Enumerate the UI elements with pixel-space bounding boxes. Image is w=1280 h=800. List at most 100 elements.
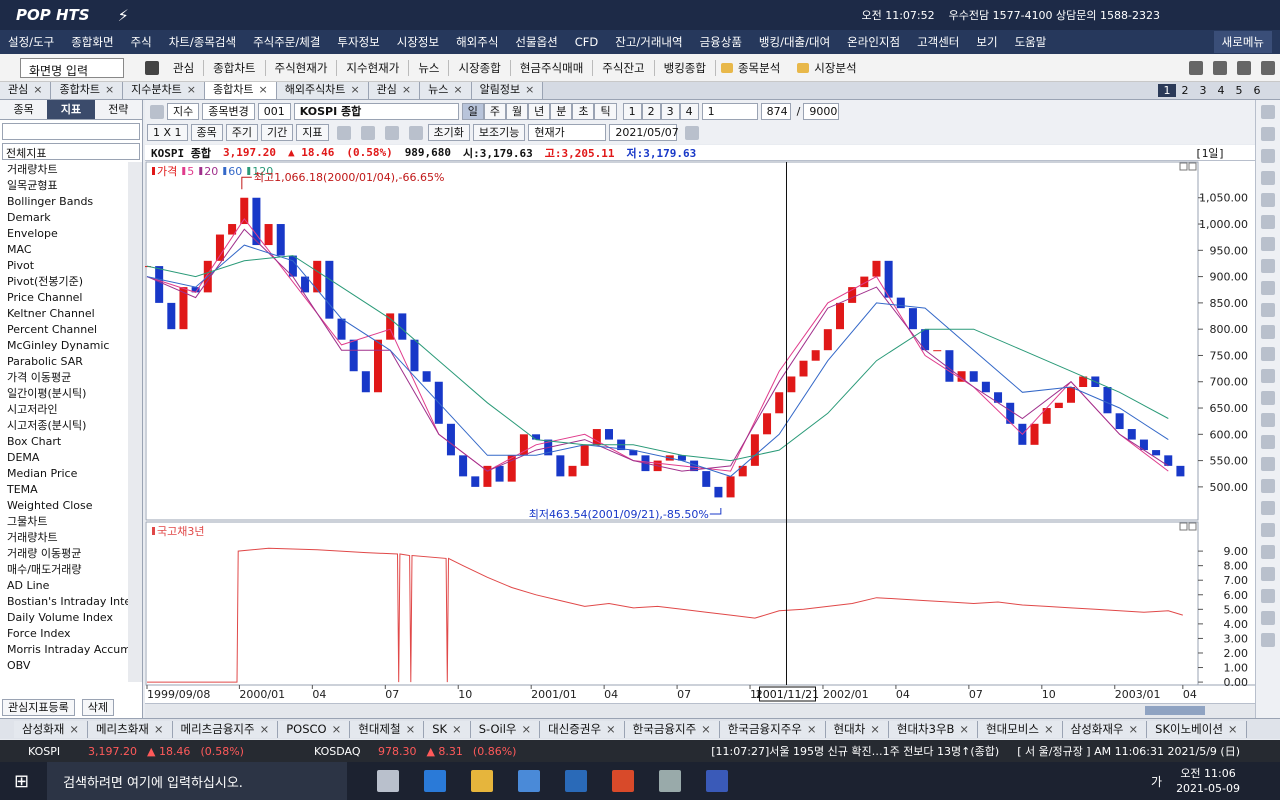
screen-tab[interactable]: 관심 × — [368, 82, 421, 99]
draw-tool[interactable] — [1261, 567, 1275, 581]
page-button[interactable]: 1 — [1158, 84, 1176, 97]
menu-item[interactable]: CFD — [574, 35, 599, 49]
tool-icon[interactable] — [408, 125, 423, 140]
toolbar-toggle[interactable]: 1 X 1 — [147, 124, 188, 141]
draw-tool[interactable] — [1261, 325, 1275, 339]
indicator-item[interactable]: Box Chart — [7, 435, 62, 448]
draw-tool[interactable] — [1261, 347, 1275, 361]
toolbar-field[interactable]: 종목변경 — [202, 103, 255, 120]
indicator-item[interactable]: 그물차트 — [7, 515, 48, 528]
app-icon[interactable] — [518, 770, 541, 792]
toolbar-field[interactable]: 지수 — [167, 103, 200, 120]
draw-tool[interactable] — [1261, 545, 1275, 559]
indicator-item[interactable]: 일목균형표 — [7, 179, 58, 192]
indicator-item[interactable]: McGinley Dynamic — [7, 339, 110, 352]
stock-tab[interactable]: 삼성화재우 × — [1062, 720, 1148, 738]
stock-tab[interactable]: S-Oil우 × — [470, 720, 541, 738]
draw-tool[interactable] — [1261, 215, 1275, 229]
menu-item[interactable]: 도움말 — [1014, 35, 1047, 49]
indicator-item[interactable]: Bollinger Bands — [7, 195, 94, 208]
draw-tool[interactable] — [1261, 589, 1275, 603]
indicator-item[interactable]: Demark — [7, 211, 51, 224]
side-button[interactable]: 삭제 — [81, 699, 114, 716]
stock-tab[interactable]: SK이노베이션 × — [1147, 720, 1247, 738]
indicator-item[interactable]: AD Line — [7, 579, 50, 592]
nav-icon[interactable] — [150, 104, 164, 119]
indicator-item[interactable]: 매수/매도거래량 — [7, 563, 82, 576]
period-button[interactable]: 주 — [483, 103, 506, 120]
stock-tab[interactable]: 현대차 × — [825, 720, 889, 738]
draw-tool[interactable] — [1261, 105, 1275, 119]
screen-tab[interactable]: 종합차트 × — [51, 82, 124, 99]
number-button[interactable]: 1 — [622, 103, 642, 120]
toolbar-item[interactable]: 뉴스 — [409, 59, 450, 76]
indicator-item[interactable]: Pivot(전봉기준) — [7, 275, 84, 288]
menu-item[interactable]: 시장정보 — [396, 35, 440, 49]
indicator-item[interactable]: 시고저라인 — [7, 403, 58, 416]
search-box[interactable]: 검색하려면 여기에 입력하십시오. — [47, 762, 348, 800]
toolbar-item[interactable]: 주식잔고 — [593, 59, 655, 76]
bars-field[interactable]: 874 — [760, 103, 791, 120]
reset-button[interactable]: 초기화 — [427, 124, 470, 141]
stock-tab[interactable]: 현대모비스 × — [978, 720, 1063, 738]
page-button[interactable]: 6 — [1253, 84, 1261, 97]
number-button[interactable]: 2 — [641, 103, 661, 120]
indicator-item[interactable]: 거래량 이동평균 — [7, 547, 82, 560]
screen-tab[interactable]: 지수분차트 × — [123, 82, 205, 99]
menu-item[interactable]: 온라인지점 — [847, 35, 901, 49]
indicator-item[interactable]: Morris Intraday Accumu — [7, 643, 128, 656]
toolbar-toggle[interactable]: 지표 — [296, 124, 329, 141]
indicator-item[interactable]: 시고저종(분시틱) — [7, 419, 87, 432]
count-field[interactable]: 1 — [701, 103, 758, 120]
screen-tab[interactable]: 뉴스 × — [420, 82, 472, 99]
side-search[interactable] — [2, 123, 140, 140]
page-button[interactable]: 4 — [1217, 84, 1225, 97]
toolbar-item[interactable]: 시장종합 — [449, 59, 511, 76]
menu-item[interactable]: 해외주식 — [456, 35, 499, 49]
menu-item[interactable]: 종합화면 — [71, 35, 114, 49]
toolbar-item[interactable]: 주식현재가 — [266, 59, 338, 76]
indicator-item[interactable]: Bostian's Intraday Intens — [7, 595, 128, 608]
indicator-item[interactable]: DEMA — [7, 451, 40, 464]
draw-tool[interactable] — [1261, 501, 1275, 515]
indicator-item[interactable]: Price Channel — [7, 291, 83, 304]
toolbar-toggle[interactable]: 종목 — [190, 124, 223, 141]
menu-item[interactable]: 주식 — [130, 35, 152, 49]
screen-search[interactable]: 화면명 입력 — [20, 57, 124, 78]
toolbar-item[interactable]: 종합차트 — [204, 59, 266, 76]
period-button[interactable]: 일 — [461, 103, 484, 120]
bolt-icon[interactable]: ⚡ — [117, 5, 129, 25]
tool-icon[interactable] — [336, 125, 351, 140]
aux-button[interactable]: 보조기능 — [472, 124, 526, 141]
number-button[interactable]: 3 — [660, 103, 680, 120]
ime[interactable]: 가 — [1151, 774, 1163, 789]
draw-tool[interactable] — [1261, 171, 1275, 185]
stock-tab[interactable]: 메리츠화재 × — [87, 720, 173, 738]
draw-tool[interactable] — [1261, 611, 1275, 625]
max-field[interactable]: 9000 — [803, 103, 840, 120]
draw-tool[interactable] — [1261, 435, 1275, 449]
app-icon[interactable] — [471, 770, 494, 792]
indicator-item[interactable]: Weighted Close — [7, 499, 93, 512]
toolbar-item[interactable]: 현금주식매매 — [511, 59, 594, 76]
toolbar-item[interactable]: 뱅킹종합 — [655, 59, 716, 76]
indicator-item[interactable]: Parabolic SAR — [7, 355, 83, 368]
tool-icon[interactable] — [1189, 60, 1203, 75]
draw-tool[interactable] — [1261, 523, 1275, 537]
date-field[interactable]: 2021/05/07 — [609, 124, 679, 141]
toolbar-folder[interactable]: 종목분석 — [737, 60, 781, 75]
draw-tool[interactable] — [1261, 413, 1275, 427]
side-filter[interactable]: 전체지표 — [2, 143, 140, 160]
draw-tool[interactable] — [1261, 127, 1275, 141]
screen-tab[interactable]: 해외주식차트 × — [276, 82, 369, 99]
period-button[interactable]: 초 — [572, 103, 595, 120]
menu-item[interactable]: 투자정보 — [337, 35, 380, 49]
screen-tab[interactable]: 알림정보 × — [471, 82, 544, 99]
indicator-item[interactable]: 거래량차트 — [7, 531, 58, 544]
draw-tool[interactable] — [1261, 633, 1275, 647]
tool-icon[interactable] — [1237, 60, 1251, 75]
zoom-slider[interactable] — [1145, 706, 1205, 715]
draw-tool[interactable] — [1261, 303, 1275, 317]
period-button[interactable]: 년 — [528, 103, 551, 120]
indicator-item[interactable]: Keltner Channel — [7, 307, 95, 320]
